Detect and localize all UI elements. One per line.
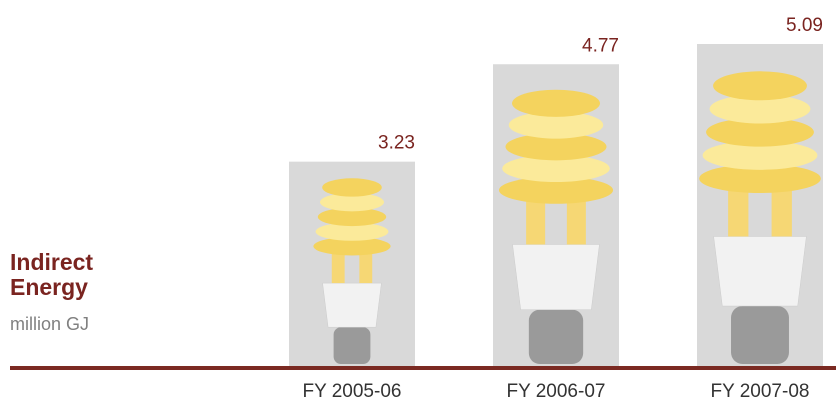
bulb-spiral xyxy=(505,133,607,161)
bulb-spiral xyxy=(706,117,814,147)
bulb-spiral xyxy=(702,140,818,170)
baseline xyxy=(10,366,836,370)
bulb-tube xyxy=(728,184,749,237)
bulb-ballast xyxy=(713,236,807,307)
bulb-spiral xyxy=(315,222,389,241)
bulb-spiral xyxy=(502,154,610,183)
x-tick-label: FY 2005-06 xyxy=(303,381,402,402)
bulb-base xyxy=(528,309,584,364)
chart-title: Indirect Energy xyxy=(10,249,94,300)
bulb-spiral xyxy=(317,207,387,227)
bulb xyxy=(699,71,821,364)
bulb-spiral xyxy=(699,164,821,194)
chart-subtitle: million GJ xyxy=(10,314,90,334)
bulb-spiral xyxy=(313,237,391,256)
bulb-spiral xyxy=(322,178,382,197)
bulb-tube xyxy=(566,195,586,245)
bulb-tube xyxy=(526,195,546,245)
bulb-spiral xyxy=(709,94,811,124)
value-label: 5.09 xyxy=(786,15,823,36)
x-tick-label: FY 2006-07 xyxy=(507,381,606,402)
bulb xyxy=(498,89,614,364)
bulb xyxy=(313,178,391,364)
value-label: 3.23 xyxy=(378,133,415,154)
bulb-base xyxy=(731,306,789,364)
x-tick-label: FY 2007-08 xyxy=(711,381,810,402)
bulb-spiral xyxy=(508,111,604,139)
bulb-ballast xyxy=(322,282,382,328)
bulb-tube xyxy=(771,184,792,237)
bulb-base xyxy=(333,327,371,364)
bulb-spiral xyxy=(512,89,600,117)
bulb-tube xyxy=(331,249,345,284)
value-label: 4.77 xyxy=(582,35,619,56)
bulb-spiral xyxy=(320,192,384,212)
bulb-tube xyxy=(359,249,373,284)
bulb-ballast xyxy=(512,244,600,310)
bulb-spiral xyxy=(713,71,807,101)
bulb-spiral xyxy=(498,176,614,204)
